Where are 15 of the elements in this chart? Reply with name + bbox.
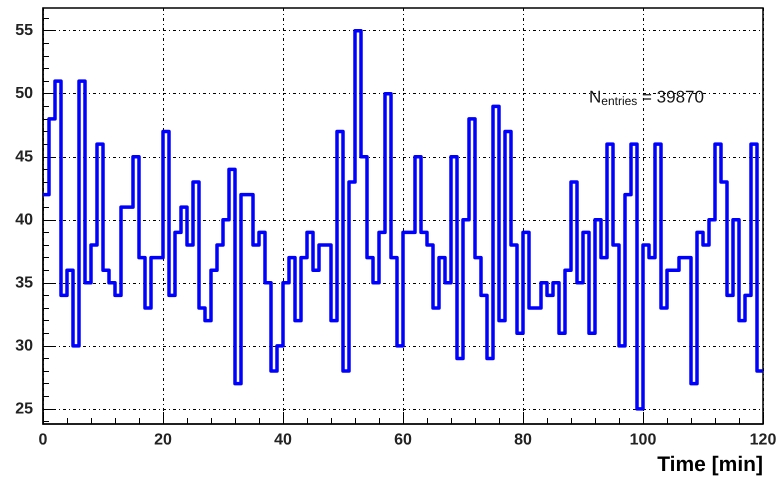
y-tick-label: 30 [15,337,34,354]
x-tick-label: 40 [274,432,292,448]
y-tick-label: 35 [15,274,34,292]
x-tick-label: 20 [154,432,172,448]
y-tick-label: 45 [15,148,34,166]
x-tick-label: 120 [750,432,776,448]
x-tick-label: 60 [394,432,412,448]
x-tick-label: 100 [630,432,656,448]
y-tick-label: 25 [15,400,34,418]
x-tick-label: 80 [514,432,532,448]
x-tick-label: 0 [38,432,48,448]
y-tick-label: 40 [15,211,34,228]
y-tick-label: 50 [15,85,34,102]
y-tick-label: 55 [15,22,34,40]
x-axis-title: Time [min] [657,453,763,476]
